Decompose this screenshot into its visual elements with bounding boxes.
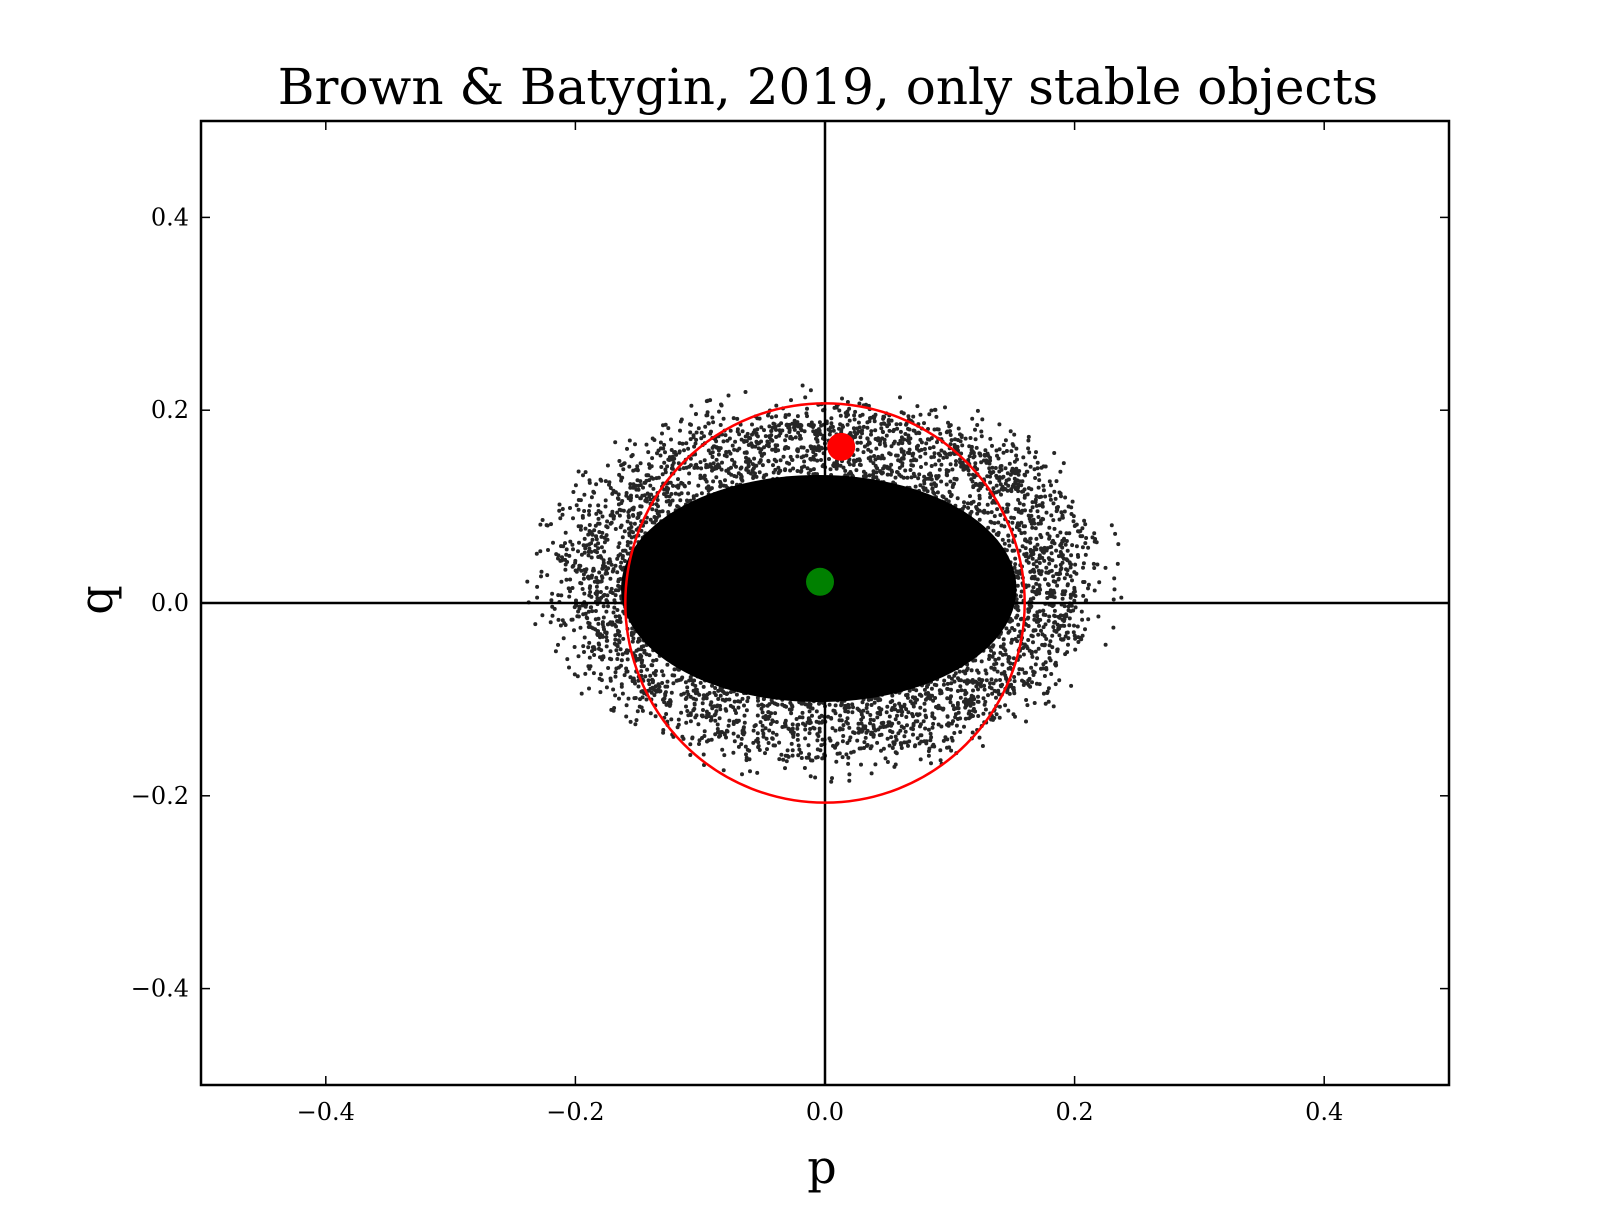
x-tick-label: 0.4 [1305, 1098, 1343, 1126]
red-circle [624, 402, 1026, 804]
y-tick-label: −0.4 [131, 975, 189, 1003]
x-axis-label: p [807, 1140, 836, 1194]
y-axis-label: q [69, 585, 123, 614]
x-tick-label: −0.2 [546, 1098, 604, 1126]
x-tick-label: 0.0 [806, 1098, 844, 1126]
green-marker [806, 567, 835, 596]
chart-title: Brown & Batygin, 2019, only stable objec… [278, 58, 1378, 116]
red-marker [827, 432, 856, 461]
y-tick-label: 0.4 [151, 203, 189, 231]
x-ticks: −0.4 −0.2 0.0 0.2 0.4 [297, 121, 1343, 1126]
x-tick-label: −0.4 [297, 1098, 355, 1126]
y-tick-label: 0.2 [151, 396, 189, 424]
y-tick-label: 0.0 [151, 589, 189, 617]
scatter-points [525, 383, 1124, 784]
y-tick-label: −0.2 [131, 782, 189, 810]
axes [199, 119, 1451, 1087]
x-tick-label: 0.2 [1056, 1098, 1094, 1126]
y-ticks: −0.4 −0.2 0.0 0.2 0.4 [131, 203, 1449, 1003]
